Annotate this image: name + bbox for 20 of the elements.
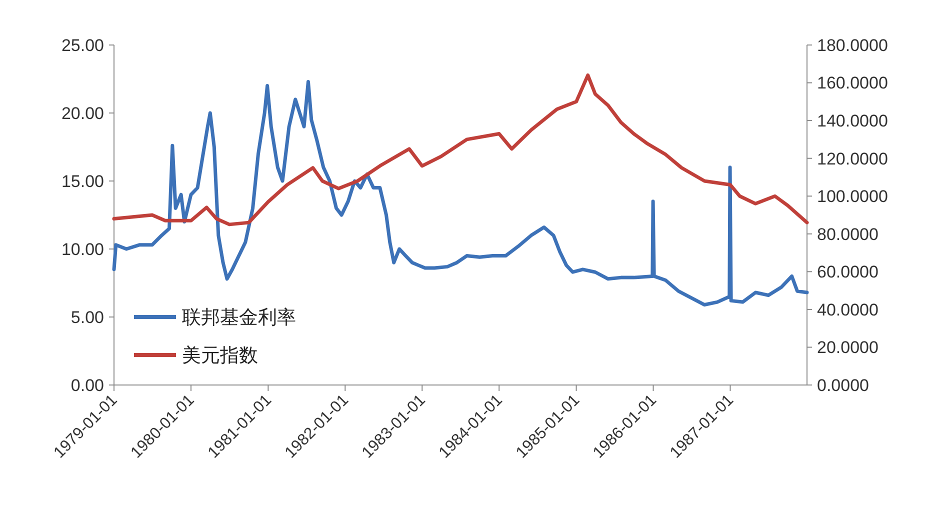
y2-tick-label: 100.0000 xyxy=(817,187,888,206)
y2-tick-label: 0.0000 xyxy=(817,376,869,395)
y2-tick-label: 120.0000 xyxy=(817,149,888,168)
line-series xyxy=(112,80,809,307)
y2-tick-label: 160.0000 xyxy=(817,74,888,93)
y-tick-label: 25.00 xyxy=(61,36,104,55)
y-tick-label: 15.00 xyxy=(61,172,104,191)
y-tick-label: 0.00 xyxy=(70,376,104,395)
y2-tick-label: 60.0000 xyxy=(817,262,878,282)
y2-tick-label: 180.0000 xyxy=(817,36,888,55)
y2-tick-label: 80.0000 xyxy=(817,224,878,244)
line-series xyxy=(112,73,809,226)
legend-label: 美元指数 xyxy=(182,344,258,367)
y2-tick-label: 20.0000 xyxy=(817,338,878,358)
y2-tick-label: 40.0000 xyxy=(817,300,878,320)
y-tick-label: 20.00 xyxy=(61,104,104,123)
legend-label: 联邦基金利率 xyxy=(182,306,296,329)
y-tick-label: 5.00 xyxy=(70,308,104,327)
y2-tick-label: 140.0000 xyxy=(817,112,888,131)
y-tick-label: 10.00 xyxy=(61,240,104,259)
